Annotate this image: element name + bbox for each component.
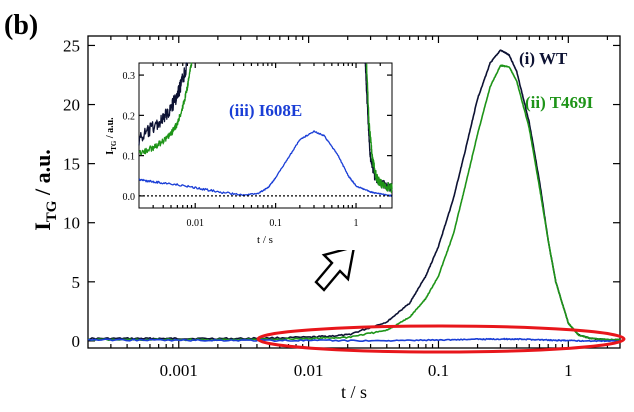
inset-frame <box>138 62 393 209</box>
panel-label: (b) <box>4 10 38 41</box>
inset-series-ii-t469i <box>138 62 193 156</box>
main-series-iii-i608e <box>87 337 621 343</box>
inset-series-i-wt <box>138 62 189 146</box>
inset-plot: 0.01 0.1 1 0.0 0.1 0.2 0.3 t / s ITG / a.u. (i… <box>100 52 398 250</box>
main-y-tick-label: 0 <box>72 332 81 351</box>
main-x-tick-label: 1 <box>564 361 573 380</box>
legend-i608e: (iii) I608E <box>229 101 302 120</box>
main-x-axis-label: t / s <box>341 382 367 402</box>
main-y-tick-label: 15 <box>63 155 80 174</box>
main-x-tick-label: 0.001 <box>160 361 198 380</box>
main-y-axis-label: ITG / a.u. <box>30 149 60 231</box>
main-x-tick-label: 0.1 <box>428 361 449 380</box>
inset-y-tick-label: 0.0 <box>123 192 136 203</box>
inset-x-tick-label: 1 <box>354 218 359 229</box>
inset-y-tick-label: 0.2 <box>123 111 136 122</box>
inset-background <box>100 52 398 250</box>
main-y-tick-label: 5 <box>72 273 81 292</box>
inset-y-axis-label: ITG / a.u. <box>105 117 118 155</box>
inset-x-tick-label: 0.1 <box>269 218 282 229</box>
inset-series-t469i-decay <box>365 63 393 193</box>
main-y-tick-label: 10 <box>63 214 80 233</box>
main-x-tick-label: 0.01 <box>294 361 324 380</box>
main-y-tick-label: 25 <box>63 36 80 55</box>
main-y-tick-label: 20 <box>63 96 80 115</box>
inset-x-axis-label: t / s <box>257 234 273 246</box>
highlight-ellipse <box>256 324 626 354</box>
main-series-ii-t469i <box>87 64 621 342</box>
inset-y-tick-label: 0.1 <box>123 152 136 163</box>
legend-wt: (i) WT <box>519 49 568 68</box>
inset-y-tick-label: 0.3 <box>123 71 136 82</box>
legend-t469i: (ii) T469I <box>525 93 594 112</box>
main-plot-frame <box>87 35 621 349</box>
inset-x-tick-label: 0.01 <box>186 218 204 229</box>
hollow-arrow-up-right-icon <box>314 245 356 292</box>
inset-series-iii-i608e <box>138 130 393 197</box>
